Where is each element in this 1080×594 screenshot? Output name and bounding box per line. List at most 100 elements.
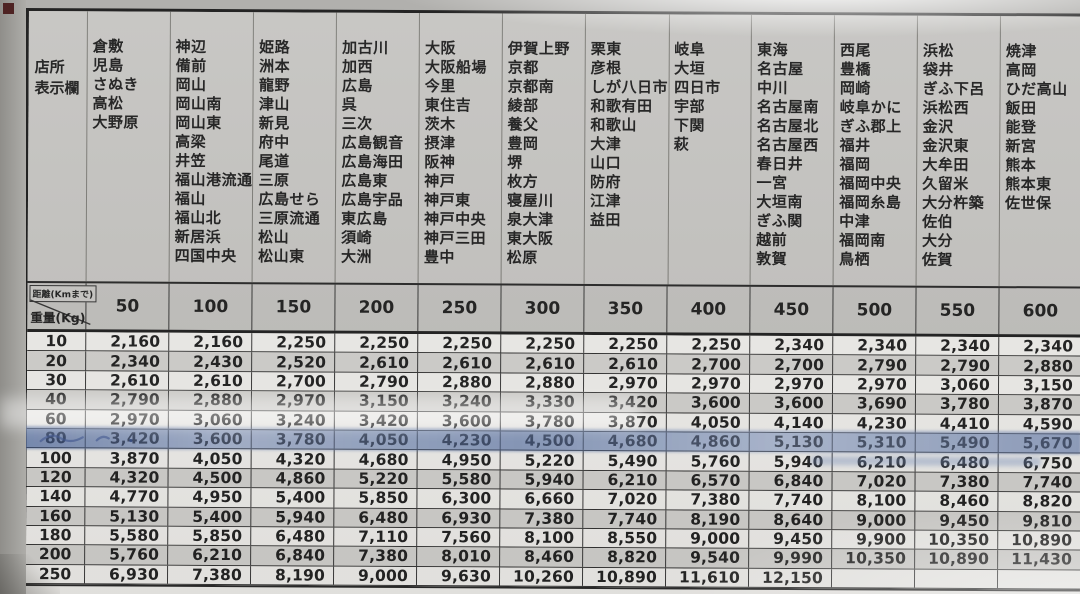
- rate-cell: 2,250: [251, 333, 335, 353]
- distance-cell: 300: [500, 285, 584, 332]
- rate-cell: 3,690: [831, 394, 915, 414]
- rate-cell: 2,970: [582, 373, 667, 393]
- rate-cell: 2,340: [749, 335, 833, 355]
- rate-cell: 6,930: [83, 564, 168, 584]
- city-name: 下関: [673, 116, 705, 135]
- city-name: 豊中: [423, 248, 455, 267]
- city-name: 江津: [589, 191, 622, 211]
- city-name: 中津: [839, 212, 871, 231]
- rate-cell: 8,100: [499, 528, 583, 548]
- city-name: 備前: [175, 56, 207, 75]
- rate-cell: 8,820: [582, 548, 666, 568]
- rate-cell: 7,740: [997, 472, 1080, 492]
- weight-label: 140: [39, 487, 72, 506]
- rate-cell: 5,940: [250, 507, 334, 527]
- distance-cell: 400: [666, 286, 750, 333]
- city-name: 豊橋: [839, 60, 872, 79]
- city-name: 加西: [341, 57, 374, 76]
- rate-cell: 5,850: [167, 526, 251, 546]
- city-name: 一宮: [756, 173, 788, 192]
- rate-cell: 3,780: [499, 412, 583, 431]
- rate-cell: 2,790: [84, 390, 168, 410]
- city-name: 岐阜かに: [839, 98, 902, 117]
- city-name: 大阪: [424, 39, 457, 58]
- city-name: 井笠: [175, 151, 207, 170]
- office-display-label: 店所 表示欄: [28, 11, 87, 281]
- distance-cell: 600: [998, 288, 1080, 335]
- city-name: 大垣南: [756, 192, 803, 212]
- rate-cell: 6,210: [582, 470, 666, 490]
- rate-cell: 9,990: [748, 549, 832, 568]
- city-name: 名古屋西: [756, 135, 819, 155]
- city-name: 広島東: [341, 171, 388, 190]
- city-name: 京都南: [507, 77, 555, 96]
- city-name: ぎふ郡上: [839, 117, 902, 136]
- rate-cell: 9,450: [914, 511, 998, 530]
- city-name: 防府: [590, 172, 622, 192]
- city-name: 高梁: [175, 132, 207, 151]
- photo-left-margin: [0, 0, 26, 594]
- city-name: 大津: [590, 134, 622, 154]
- rate-cell: 3,600: [665, 393, 749, 413]
- rate-cell: 3,330: [499, 392, 583, 412]
- distance-unit-label: 距離(Kmまで): [29, 285, 97, 303]
- city-name: 大分杵築: [922, 193, 985, 213]
- city-name: 堺: [507, 153, 523, 172]
- rate-cell: 4,230: [831, 413, 915, 433]
- rate-cell: 7,380: [166, 565, 251, 585]
- rate-cell: 3,420: [333, 411, 417, 431]
- distance-cell: 150: [251, 284, 335, 331]
- rate-cell: 4,950: [416, 450, 500, 470]
- rate-cell: 2,790: [832, 355, 916, 375]
- rate-cell: 5,850: [333, 488, 417, 508]
- destination-column: 東海 名古屋 中川 名古屋南 名古屋北 名古屋西 春日井 一宮 大垣南 ぎふ関 越前 敦賀: [749, 14, 835, 286]
- city-name: 神戸中央: [424, 210, 487, 229]
- rate-cell: 3,150: [997, 375, 1080, 395]
- rate-cell: 2,610: [500, 353, 584, 373]
- city-name: 洲本: [259, 57, 291, 76]
- rate-cell: 2,160: [85, 332, 169, 352]
- rate-cell: 7,110: [333, 527, 417, 547]
- rate-cell: 5,670: [997, 434, 1080, 453]
- rate-cell: 5,400: [250, 488, 334, 508]
- rate-cell: 9,810: [997, 511, 1080, 531]
- weight-label: 20: [45, 351, 67, 370]
- rate-cell: 2,250: [334, 333, 418, 353]
- rate-cell: 8,820: [997, 492, 1080, 512]
- city-name: 津山: [258, 95, 290, 114]
- city-name: 岡山東: [175, 113, 222, 133]
- rate-cell: 3,420: [84, 429, 168, 449]
- city-name: 佐賀: [921, 250, 953, 269]
- destination-column: 大阪 大阪船場 今里 東住吉 茨木 摂津 阪神 神戸 神戸東 神戸中央 神戸三田 豊中: [417, 13, 503, 284]
- rate-cell: 3,240: [250, 410, 334, 430]
- destination-column: 姫路 洲本 龍野 津山 新見 府中 尾道 三原 広島せら 三原流通 松山 松山東: [251, 12, 337, 283]
- city-name: 府中: [258, 133, 290, 152]
- city-name: 茨木: [424, 115, 456, 134]
- weight-label: 180: [39, 526, 72, 545]
- rate-cell: 3,780: [250, 430, 334, 449]
- rate-cell: 3,600: [748, 393, 832, 413]
- rate-cell: 3,870: [582, 412, 666, 432]
- rate-cell: [996, 569, 1080, 589]
- city-name: 呉: [341, 95, 358, 114]
- city-name: ぎふ下呂: [922, 79, 985, 99]
- rate-cell: 11,610: [664, 568, 749, 587]
- rate-cell: 4,590: [997, 414, 1080, 434]
- city-name: 広島宇品: [341, 190, 404, 209]
- rate-cell: 11,430: [997, 550, 1080, 570]
- rate-cell: 2,880: [998, 356, 1080, 376]
- distance-cell: 550: [915, 287, 999, 335]
- rate-cell: 2,970: [748, 374, 833, 394]
- city-name: 袋井: [922, 60, 954, 79]
- rate-cell: 10,260: [498, 567, 583, 586]
- distance-cell: 50: [85, 283, 169, 330]
- city-name: 岡崎: [839, 79, 871, 98]
- city-name: 広島せら: [258, 190, 321, 209]
- city-name: 神戸: [424, 172, 456, 191]
- rate-cell: 7,560: [416, 527, 500, 547]
- rate-cell: 8,460: [914, 491, 998, 511]
- city-name: 越前: [756, 230, 788, 249]
- rate-cell: 5,490: [582, 451, 666, 471]
- city-name: 三次: [341, 114, 373, 133]
- rate-grid: 10 2,160 2,160 2,250 2,250 2,250 2,250 2,250 2,2…: [25, 332, 1080, 590]
